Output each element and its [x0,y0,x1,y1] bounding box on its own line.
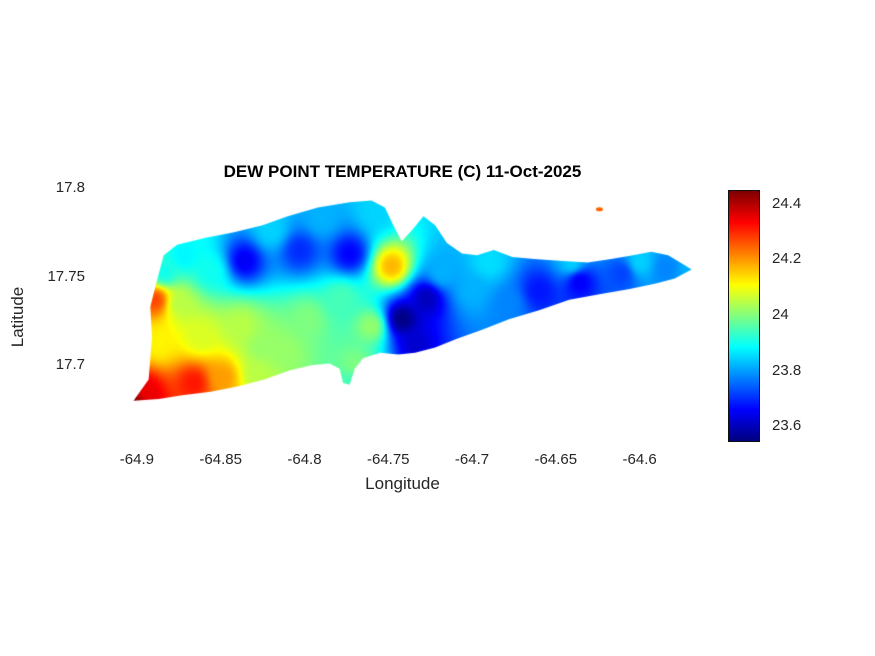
x-tick-label: -64.8 [287,451,322,468]
x-tick-label: -64.65 [534,451,578,468]
colorbar-tick-label: 24.4 [772,194,802,212]
x-tick-label: -64.85 [199,451,242,468]
colorbar [728,190,760,442]
y-tick-label: 17.8 [55,179,85,196]
x-axis-label: Longitude [365,474,440,493]
contour-map-canvas [95,188,710,445]
x-tick-label: -64.75 [366,451,410,468]
colorbar-tick-label: 24.2 [772,250,802,268]
colorbar-tick-label: 23.8 [772,361,802,379]
x-tick-label: -64.9 [119,451,154,468]
y-tick-label: 17.7 [55,356,85,374]
x-tick-label: -64.6 [622,451,657,468]
chart-title: DEW POINT TEMPERATURE (C) 11-Oct-2025 [223,162,582,181]
x-tick-label: -64.7 [454,451,490,468]
y-tick-label: 17.75 [47,267,85,285]
colorbar-tick-label: 23.6 [772,417,802,435]
colorbar-tick-label: 24 [772,306,789,323]
